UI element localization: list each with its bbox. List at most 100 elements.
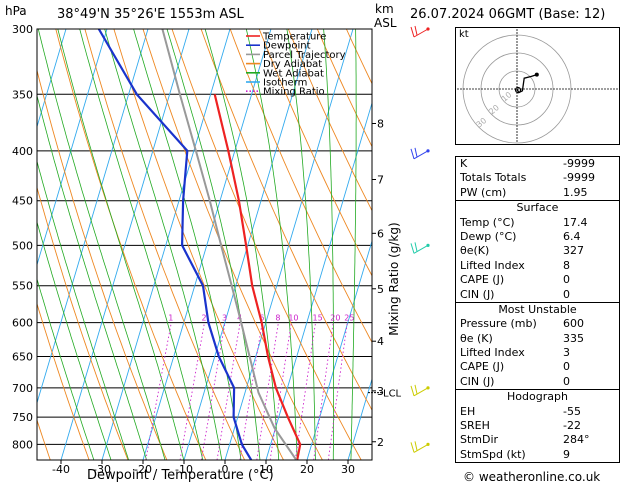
- mu-row: Lifted Index 3: [460, 346, 570, 360]
- x-tick-label: 10: [259, 463, 273, 476]
- dry-adiabat-line: [171, 29, 362, 460]
- isotherm-line: [142, 29, 272, 460]
- wind-barbs: [410, 25, 430, 453]
- profiles: [97, 29, 302, 460]
- km-tick-label: 5: [377, 283, 384, 296]
- legend-label: Parcel Trajectory: [263, 50, 346, 61]
- surface-row: Dewp (°C) 6.4: [460, 229, 581, 243]
- x-tick-label: 0: [222, 463, 229, 476]
- hodograph-section: Hodograph EH -55 SREH -22 StmDir 284° StmSp…: [456, 389, 619, 462]
- hodo-row: EH -55: [460, 404, 581, 418]
- legend-label: Isotherm: [263, 78, 307, 89]
- isotherm-line: [183, 29, 313, 460]
- dry-adiabat-line: [37, 185, 129, 460]
- mixing-ratio-line: [200, 322, 226, 460]
- km-tick-label: 7: [377, 173, 384, 186]
- dry-adiabat-line: [37, 302, 90, 460]
- x-tick-label: 30: [341, 463, 355, 476]
- surface-section: Surface Temp (°C) 17.4 Dewp (°C) 6.4 θe(K)…: [456, 200, 619, 302]
- mixing-ratio-label: 3: [222, 314, 227, 323]
- mixing-ratio-line: [256, 322, 279, 460]
- pressure-tick-label: 750: [12, 411, 33, 424]
- mixing-ratio-label: 10: [288, 314, 298, 323]
- hpa-label: hPa: [5, 4, 27, 18]
- wet-adiabat-line: [37, 277, 95, 460]
- plot-frame: [36, 28, 373, 461]
- isotherm-line: [347, 377, 372, 460]
- x-tick-label: -30: [93, 463, 111, 476]
- wet-adiabat-line: [57, 29, 185, 460]
- x-tick-label: -40: [52, 463, 70, 476]
- mixing-ratio-line: [216, 322, 241, 460]
- mixing-ratio-line: [313, 322, 334, 460]
- x-tick-label: -10: [175, 463, 193, 476]
- mu-row: Pressure (mb) 600: [460, 317, 584, 331]
- wet-adiabat-line: [245, 29, 298, 460]
- isotherm-line: [306, 239, 372, 460]
- location-title: 38°49'N 35°26'E 1553m ASL: [57, 7, 244, 22]
- mixing-ratio-line: [327, 322, 348, 460]
- isotherm-line: [37, 29, 67, 129]
- legend-label: Temperature: [262, 32, 326, 43]
- mixing-ratio-label: 1: [168, 314, 173, 323]
- hodo-row: StmDir 284°: [460, 433, 590, 447]
- most-unstable-title: Most Unstable: [498, 302, 577, 316]
- wind-barb: [410, 25, 430, 38]
- isotherm-line: [101, 29, 231, 460]
- wet-adiabat-line: [37, 220, 112, 460]
- asl-label: ASL: [374, 16, 397, 30]
- dry-adiabat-line: [287, 29, 372, 212]
- index-row-pw: PW (cm) 1.95: [460, 185, 588, 199]
- mixing-ratio-label: 8: [275, 314, 280, 323]
- dry-adiabat-line: [200, 29, 372, 412]
- mixing-ratio-label: 2: [201, 314, 206, 323]
- dewpoint-line: [97, 29, 253, 460]
- dry-adiabat-line: [142, 29, 323, 460]
- mixing-ratio-axis-label: Mixing Ratio (g/kg): [387, 222, 401, 336]
- hodograph-title: Hodograph: [507, 390, 568, 404]
- legend-label: Dewpoint: [263, 41, 311, 52]
- storm-motion-marker: [514, 86, 522, 94]
- pressure-tick-label: 800: [12, 438, 33, 451]
- mixing-ratio-line: [145, 322, 172, 460]
- wet-adiabat-line: [350, 29, 357, 460]
- dry-adiabat-line: [55, 29, 207, 460]
- index-row-k: K -9999: [460, 157, 595, 170]
- pressure-tick-label: 550: [12, 280, 33, 293]
- dry-adiabat-line: [258, 29, 372, 277]
- isotherm-line: [37, 29, 149, 405]
- mu-row: CIN (J) 0: [460, 374, 570, 388]
- km-tick-label: 2: [377, 436, 384, 449]
- background-lines: 1 2 3 4 6 8 10 15 20 25: [37, 29, 372, 460]
- wet-adiabat-line: [79, 29, 204, 460]
- km-tick-label: 3: [377, 385, 384, 398]
- km-tick-label: 4: [377, 335, 384, 348]
- wet-adiabat-line: [37, 29, 166, 460]
- surface-row: CIN (J) 0: [460, 287, 570, 301]
- mixing-ratio-label: 15: [313, 314, 323, 323]
- mixing-ratio-label: 20: [330, 314, 340, 323]
- wet-adiabat-line: [286, 29, 316, 460]
- legend-label: Dry Adiabat: [263, 59, 322, 70]
- mixing-ratio-label: 6: [259, 314, 264, 323]
- mixing-ratio-line: [239, 322, 263, 460]
- pressure-tick-label: 350: [12, 88, 33, 101]
- most-unstable-section: Most Unstable Pressure (mb) 600 θe (K) 335…: [456, 301, 619, 389]
- datetime-title: 26.07.2024 06GMT (Base: 12): [410, 7, 606, 22]
- surface-title: Surface: [516, 201, 559, 215]
- mixing-ratio-line: [269, 322, 292, 460]
- surface-row: Temp (°C) 17.4: [460, 215, 588, 229]
- credit-text: © weatheronline.co.uk: [463, 470, 601, 484]
- pressure-tick-label: 400: [12, 145, 33, 158]
- legend-label: Mixing Ratio: [263, 87, 325, 98]
- mixing-ratio-line: [179, 322, 205, 460]
- pressure-tick-label: 500: [12, 239, 33, 252]
- wet-adiabat-line: [37, 159, 130, 460]
- x-tick-label: 20: [300, 463, 314, 476]
- legend-label: Wet Adiabat: [263, 68, 324, 79]
- x-tick-label: -20: [134, 463, 152, 476]
- pressure-tick-label: 700: [12, 382, 33, 395]
- km-label: km: [375, 2, 394, 16]
- hodograph-kt-label: kt: [459, 29, 469, 40]
